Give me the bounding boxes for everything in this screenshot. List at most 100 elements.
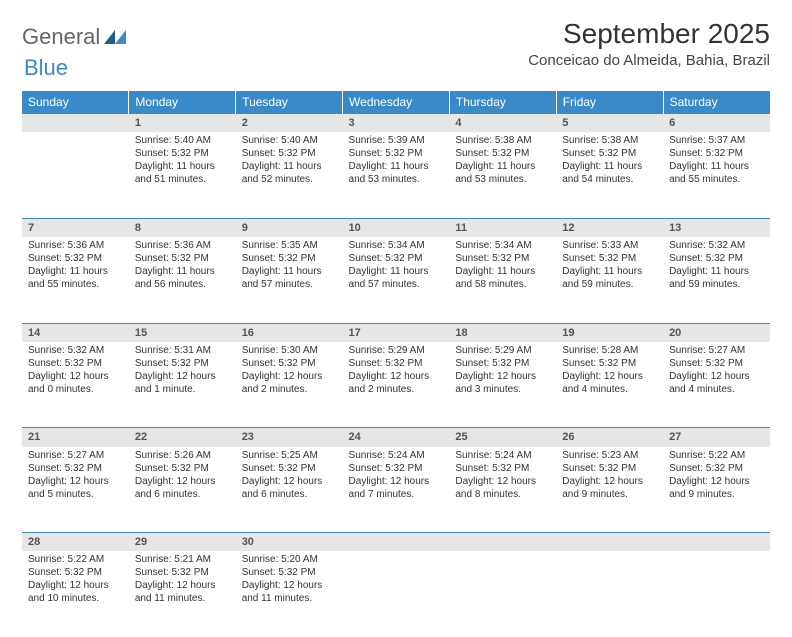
sunset-text: Sunset: 5:32 PM — [349, 462, 444, 475]
daylight-text: Daylight: 12 hours and 5 minutes. — [28, 475, 123, 501]
daynum-row: 282930 — [22, 533, 770, 552]
daylight-text: Daylight: 12 hours and 0 minutes. — [28, 370, 123, 396]
day-number: 2 — [236, 114, 343, 133]
sunset-text: Sunset: 5:32 PM — [28, 462, 123, 475]
day-cell: Sunrise: 5:27 AMSunset: 5:32 PMDaylight:… — [22, 447, 129, 533]
sunset-text: Sunset: 5:32 PM — [562, 357, 657, 370]
sunset-text: Sunset: 5:32 PM — [669, 252, 764, 265]
daylight-text: Daylight: 12 hours and 11 minutes. — [242, 579, 337, 605]
day-number: 29 — [129, 533, 236, 552]
day-number: 11 — [449, 218, 556, 237]
daylight-text: Daylight: 12 hours and 6 minutes. — [242, 475, 337, 501]
daylight-text: Daylight: 11 hours and 51 minutes. — [135, 160, 230, 186]
daylight-text: Daylight: 11 hours and 55 minutes. — [669, 160, 764, 186]
sunset-text: Sunset: 5:32 PM — [349, 252, 444, 265]
day-cell: Sunrise: 5:30 AMSunset: 5:32 PMDaylight:… — [236, 342, 343, 428]
title-block: September 2025 Conceicao do Almeida, Bah… — [528, 18, 770, 69]
day-cell: Sunrise: 5:40 AMSunset: 5:32 PMDaylight:… — [129, 132, 236, 218]
week-row: Sunrise: 5:27 AMSunset: 5:32 PMDaylight:… — [22, 447, 770, 533]
day-number: 5 — [556, 114, 663, 133]
daylight-text: Daylight: 11 hours and 55 minutes. — [28, 265, 123, 291]
sunset-text: Sunset: 5:32 PM — [242, 357, 337, 370]
day-number — [22, 114, 129, 133]
daylight-text: Daylight: 12 hours and 4 minutes. — [669, 370, 764, 396]
day-number: 25 — [449, 428, 556, 447]
logo: General — [22, 24, 126, 50]
day-cell: Sunrise: 5:38 AMSunset: 5:32 PMDaylight:… — [449, 132, 556, 218]
day-cell: Sunrise: 5:38 AMSunset: 5:32 PMDaylight:… — [556, 132, 663, 218]
day-number — [449, 533, 556, 552]
weekday-header: Saturday — [663, 91, 770, 114]
sunrise-text: Sunrise: 5:36 AM — [28, 239, 123, 252]
sunset-text: Sunset: 5:32 PM — [242, 252, 337, 265]
day-number: 20 — [663, 323, 770, 342]
day-number — [663, 533, 770, 552]
daylight-text: Daylight: 11 hours and 53 minutes. — [455, 160, 550, 186]
sunrise-text: Sunrise: 5:32 AM — [28, 344, 123, 357]
week-row: Sunrise: 5:36 AMSunset: 5:32 PMDaylight:… — [22, 237, 770, 323]
daylight-text: Daylight: 12 hours and 9 minutes. — [562, 475, 657, 501]
day-cell: Sunrise: 5:22 AMSunset: 5:32 PMDaylight:… — [22, 551, 129, 637]
daylight-text: Daylight: 11 hours and 57 minutes. — [242, 265, 337, 291]
sunrise-text: Sunrise: 5:27 AM — [669, 344, 764, 357]
sunset-text: Sunset: 5:32 PM — [669, 462, 764, 475]
sunrise-text: Sunrise: 5:36 AM — [135, 239, 230, 252]
sunset-text: Sunset: 5:32 PM — [242, 147, 337, 160]
day-number: 21 — [22, 428, 129, 447]
day-cell: Sunrise: 5:20 AMSunset: 5:32 PMDaylight:… — [236, 551, 343, 637]
sunset-text: Sunset: 5:32 PM — [562, 147, 657, 160]
day-number: 17 — [343, 323, 450, 342]
day-cell: Sunrise: 5:22 AMSunset: 5:32 PMDaylight:… — [663, 447, 770, 533]
day-number: 27 — [663, 428, 770, 447]
day-cell: Sunrise: 5:21 AMSunset: 5:32 PMDaylight:… — [129, 551, 236, 637]
day-cell: Sunrise: 5:39 AMSunset: 5:32 PMDaylight:… — [343, 132, 450, 218]
daylight-text: Daylight: 11 hours and 59 minutes. — [669, 265, 764, 291]
weekday-header: Thursday — [449, 91, 556, 114]
daylight-text: Daylight: 12 hours and 1 minute. — [135, 370, 230, 396]
sunset-text: Sunset: 5:32 PM — [455, 147, 550, 160]
sunset-text: Sunset: 5:32 PM — [455, 462, 550, 475]
day-cell: Sunrise: 5:37 AMSunset: 5:32 PMDaylight:… — [663, 132, 770, 218]
day-number: 4 — [449, 114, 556, 133]
day-cell: Sunrise: 5:24 AMSunset: 5:32 PMDaylight:… — [343, 447, 450, 533]
sunset-text: Sunset: 5:32 PM — [28, 357, 123, 370]
day-number: 12 — [556, 218, 663, 237]
sunrise-text: Sunrise: 5:38 AM — [455, 134, 550, 147]
day-cell: Sunrise: 5:36 AMSunset: 5:32 PMDaylight:… — [22, 237, 129, 323]
sunrise-text: Sunrise: 5:30 AM — [242, 344, 337, 357]
sunset-text: Sunset: 5:32 PM — [242, 566, 337, 579]
sunrise-text: Sunrise: 5:29 AM — [349, 344, 444, 357]
day-number: 7 — [22, 218, 129, 237]
day-cell — [343, 551, 450, 637]
day-number: 30 — [236, 533, 343, 552]
calendar-table: Sunday Monday Tuesday Wednesday Thursday… — [22, 91, 770, 637]
day-number: 28 — [22, 533, 129, 552]
day-cell — [22, 132, 129, 218]
day-cell: Sunrise: 5:32 AMSunset: 5:32 PMDaylight:… — [663, 237, 770, 323]
day-cell: Sunrise: 5:25 AMSunset: 5:32 PMDaylight:… — [236, 447, 343, 533]
sunrise-text: Sunrise: 5:29 AM — [455, 344, 550, 357]
sunset-text: Sunset: 5:32 PM — [455, 357, 550, 370]
day-number: 23 — [236, 428, 343, 447]
daylight-text: Daylight: 12 hours and 9 minutes. — [669, 475, 764, 501]
daynum-row: 123456 — [22, 114, 770, 133]
day-cell — [449, 551, 556, 637]
day-cell: Sunrise: 5:31 AMSunset: 5:32 PMDaylight:… — [129, 342, 236, 428]
sunrise-text: Sunrise: 5:37 AM — [669, 134, 764, 147]
day-cell: Sunrise: 5:34 AMSunset: 5:32 PMDaylight:… — [449, 237, 556, 323]
day-number: 8 — [129, 218, 236, 237]
day-number: 15 — [129, 323, 236, 342]
day-number: 16 — [236, 323, 343, 342]
daylight-text: Daylight: 12 hours and 11 minutes. — [135, 579, 230, 605]
day-number: 22 — [129, 428, 236, 447]
day-number: 18 — [449, 323, 556, 342]
daylight-text: Daylight: 11 hours and 56 minutes. — [135, 265, 230, 291]
sunrise-text: Sunrise: 5:32 AM — [669, 239, 764, 252]
sunrise-text: Sunrise: 5:27 AM — [28, 449, 123, 462]
daylight-text: Daylight: 12 hours and 10 minutes. — [28, 579, 123, 605]
week-row: Sunrise: 5:22 AMSunset: 5:32 PMDaylight:… — [22, 551, 770, 637]
sunrise-text: Sunrise: 5:21 AM — [135, 553, 230, 566]
sunset-text: Sunset: 5:32 PM — [669, 357, 764, 370]
daylight-text: Daylight: 11 hours and 54 minutes. — [562, 160, 657, 186]
sunset-text: Sunset: 5:32 PM — [135, 566, 230, 579]
